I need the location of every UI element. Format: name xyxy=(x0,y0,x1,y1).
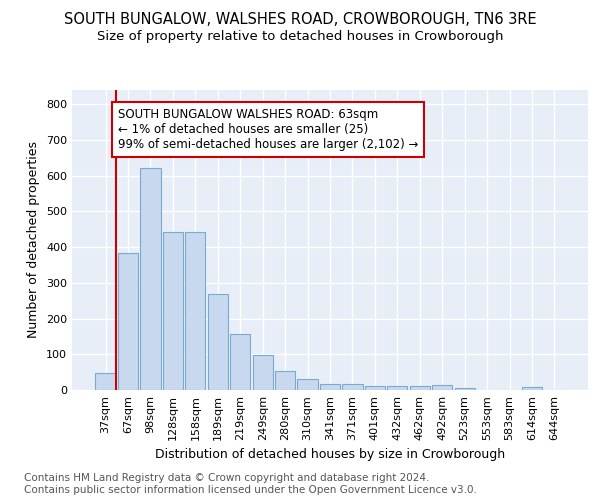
Bar xyxy=(365,386,385,390)
Bar xyxy=(298,380,317,390)
Bar xyxy=(140,168,161,390)
Bar xyxy=(455,388,475,390)
Bar xyxy=(320,384,340,390)
Bar xyxy=(275,372,295,390)
X-axis label: Distribution of detached houses by size in Crowborough: Distribution of detached houses by size … xyxy=(155,448,505,462)
Bar xyxy=(95,373,116,390)
Bar xyxy=(230,334,250,390)
Text: SOUTH BUNGALOW, WALSHES ROAD, CROWBOROUGH, TN6 3RE: SOUTH BUNGALOW, WALSHES ROAD, CROWBOROUG… xyxy=(64,12,536,28)
Text: Contains HM Land Registry data © Crown copyright and database right 2024.
Contai: Contains HM Land Registry data © Crown c… xyxy=(24,474,477,495)
Bar xyxy=(432,384,452,390)
Bar xyxy=(185,232,205,390)
Bar xyxy=(410,386,430,390)
Text: Size of property relative to detached houses in Crowborough: Size of property relative to detached ho… xyxy=(97,30,503,43)
Bar xyxy=(118,252,138,390)
Bar xyxy=(253,355,273,390)
Bar xyxy=(208,294,228,390)
Y-axis label: Number of detached properties: Number of detached properties xyxy=(28,142,40,338)
Bar xyxy=(387,386,407,390)
Bar xyxy=(522,387,542,390)
Bar xyxy=(163,232,183,390)
Text: SOUTH BUNGALOW WALSHES ROAD: 63sqm
← 1% of detached houses are smaller (25)
99% : SOUTH BUNGALOW WALSHES ROAD: 63sqm ← 1% … xyxy=(118,108,418,151)
Bar xyxy=(343,384,362,390)
